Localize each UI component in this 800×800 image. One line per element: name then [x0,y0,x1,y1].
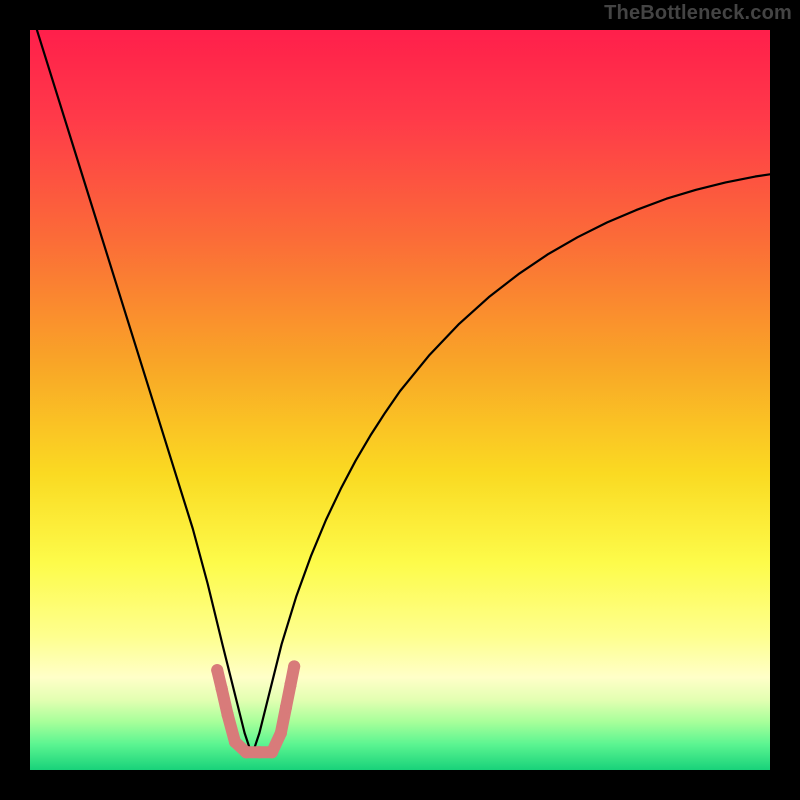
watermark-text: TheBottleneck.com [604,2,792,25]
chart-svg [0,0,800,800]
plot-background [30,30,770,770]
marker-dot [240,746,252,758]
marker-dot [288,660,300,672]
marker-dot [216,683,228,695]
marker-dot [284,679,296,691]
marker-dot [275,727,287,739]
marker-dot [222,709,234,721]
marker-dot [253,746,265,758]
marker-dot [229,736,241,748]
marker-dot [280,701,292,713]
marker-dot [266,746,278,758]
marker-dot [211,664,223,676]
chart-frame: TheBottleneck.com [0,0,800,800]
